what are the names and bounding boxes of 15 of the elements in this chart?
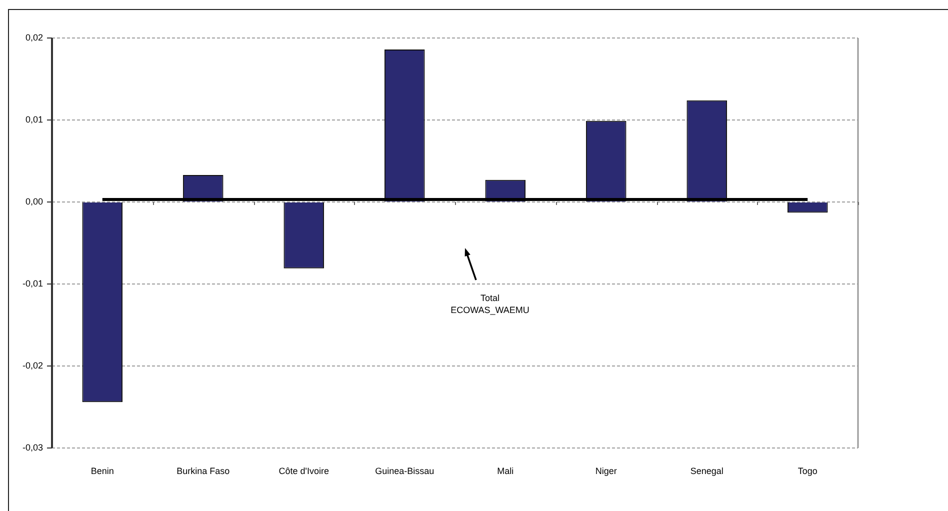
y-tick-label: 0,00: [25, 196, 43, 206]
y-tick-label: -0,02: [22, 360, 43, 370]
y-tick-label: -0,01: [22, 278, 43, 288]
x-tick-label: Burkina Faso: [176, 466, 230, 476]
x-tick-label: Mali: [497, 466, 514, 476]
x-tick-label: Côte d'Ivoire: [278, 466, 329, 476]
text: Total ECOWAS_WAEMU: [450, 292, 530, 316]
y-tick-label: 0,02: [25, 32, 43, 42]
x-tick-label: Senegal: [690, 466, 724, 476]
y-tick-label: -0,03: [22, 442, 43, 452]
x-tick-label: Benin: [90, 466, 114, 476]
x-tick-label: Guinea-Bissau: [375, 466, 434, 476]
x-tick-label: Niger: [595, 466, 617, 476]
y-tick-label: 0,01: [25, 114, 43, 124]
x-tick-label: Togo: [798, 466, 818, 476]
